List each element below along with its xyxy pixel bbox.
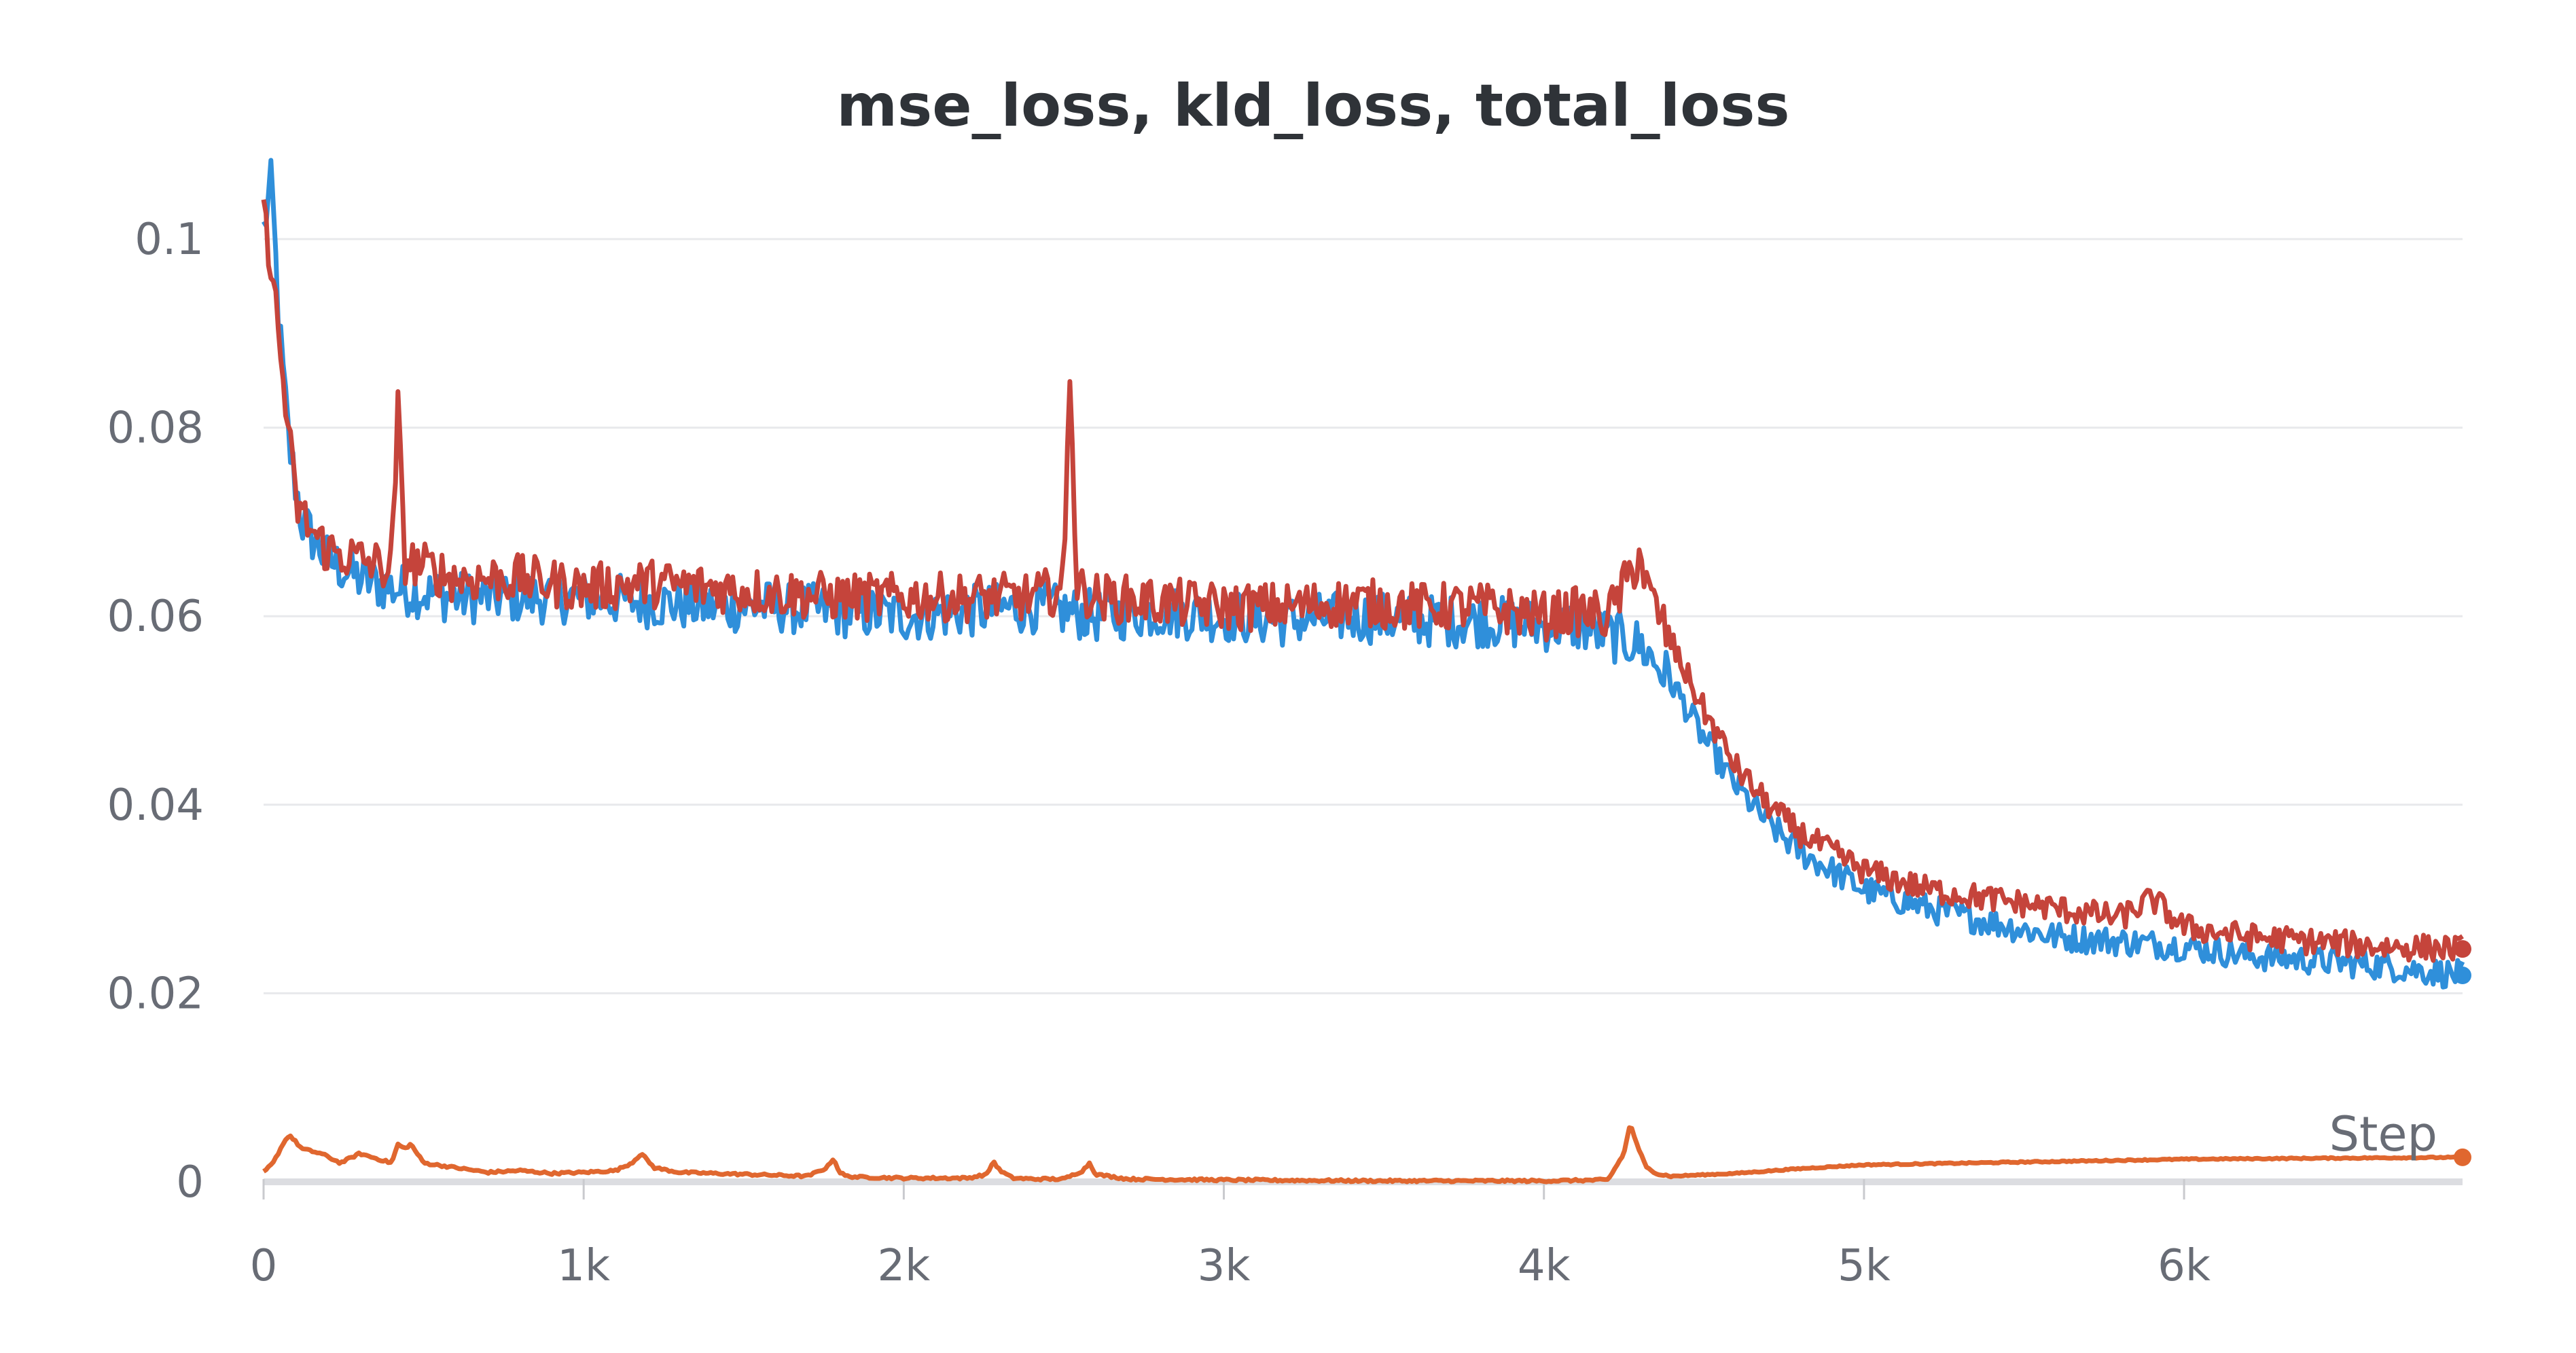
y-tick-label: 0.06 bbox=[107, 592, 204, 642]
x-tick-label: 1k bbox=[557, 1241, 610, 1291]
x-tick-label: 6k bbox=[2158, 1241, 2211, 1291]
x-tick-label: 4k bbox=[1518, 1241, 1571, 1291]
y-tick-label: 0.08 bbox=[107, 403, 204, 454]
series-line bbox=[261, 199, 2464, 963]
series-line bbox=[262, 1125, 2463, 1185]
y-tick-label: 0.1 bbox=[135, 215, 204, 265]
x-tick-label: 0 bbox=[250, 1241, 278, 1291]
axis-layer: 0 0.02 0.04 0.06 0.08 0.1 0 1k 2k 3k 4k 5k 6k bbox=[107, 215, 2463, 1291]
y-tick-label: 0.04 bbox=[107, 780, 204, 831]
series-end-marker bbox=[2454, 967, 2471, 985]
chart-title: mse_loss, kld_loss, total_loss bbox=[836, 72, 1789, 140]
x-tick-label: 3k bbox=[1198, 1241, 1251, 1291]
y-tick-label: 0.02 bbox=[107, 969, 204, 1019]
y-tick-label: 0 bbox=[176, 1157, 204, 1208]
series-layer bbox=[261, 158, 2471, 1185]
x-tick-label: 2k bbox=[877, 1241, 930, 1291]
x-tick-label: 5k bbox=[1838, 1241, 1891, 1291]
x-axis-label: Step bbox=[2329, 1106, 2437, 1162]
series-end-marker bbox=[2454, 1148, 2471, 1166]
series-end-marker bbox=[2454, 940, 2471, 958]
